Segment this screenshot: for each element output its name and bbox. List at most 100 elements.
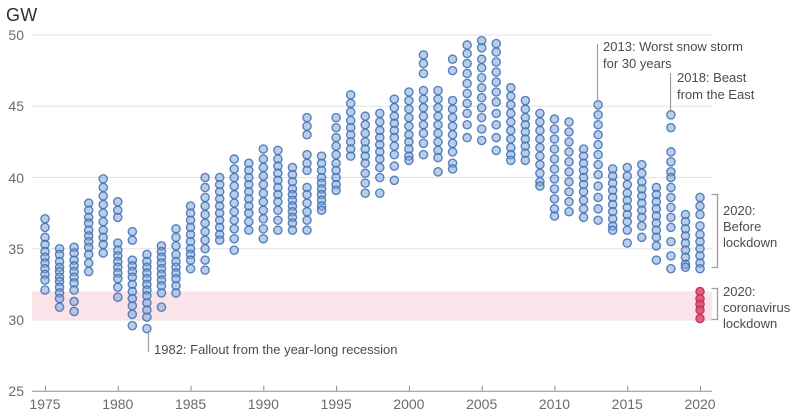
data-point-historic-1990: [258, 196, 269, 207]
data-point-historic-1981: [127, 300, 138, 311]
data-point-historic-2003: [447, 65, 458, 76]
data-point-historic-2007: [505, 91, 516, 102]
data-point-historic-1991: [273, 215, 283, 226]
data-point-historic-2001: [418, 128, 429, 139]
data-point-historic-1990: [258, 179, 269, 190]
data-point-historic-2004: [462, 132, 472, 143]
data-point-historic-1977: [69, 296, 79, 307]
data-point-historic-1986: [200, 192, 210, 203]
data-point-historic-1990: [258, 214, 269, 224]
data-point-historic-2013: [593, 204, 603, 214]
x-tick-label-1995: 1995: [320, 396, 352, 412]
data-point-historic-2016: [636, 212, 647, 223]
annotation-1982-recession: 1982: Fallout from the year-long recessi…: [154, 342, 398, 357]
data-point-historic-2004: [462, 48, 472, 59]
data-point-historic-1993: [302, 215, 312, 226]
data-point-historic-2010: [549, 164, 560, 174]
data-point-historic-1993: [302, 206, 312, 217]
data-point-historic-2011: [564, 117, 574, 127]
data-point-historic-2004: [462, 68, 472, 79]
data-point-historic-1979: [98, 248, 109, 258]
y-axis-unit-label: GW: [6, 5, 38, 25]
data-point-historic-2001: [418, 149, 429, 160]
data-point-historic-2018: [666, 212, 676, 223]
data-point-historic-1984: [171, 223, 181, 234]
data-point-historic-1980: [112, 282, 123, 293]
data-point-historic-2003: [447, 121, 458, 131]
data-point-historic-2010: [549, 154, 560, 164]
data-point-historic-2010: [549, 194, 560, 204]
data-point-historic-2001: [418, 111, 429, 122]
data-point-historic-2009: [535, 117, 545, 127]
data-point-lockdown_2020-2020: [695, 305, 705, 315]
data-point-historic-1990: [258, 233, 269, 244]
data-point-historic-2007: [505, 155, 516, 166]
data-point-historic-2009: [535, 142, 545, 153]
data-point-historic-2009: [535, 159, 545, 170]
data-point-historic-1998: [374, 108, 385, 119]
data-point-historic-1997: [360, 111, 371, 122]
data-point-historic-2000: [404, 155, 414, 166]
y-tick-label-25: 25: [8, 383, 24, 400]
data-point-historic-1979: [98, 199, 109, 210]
data-point-historic-2009: [535, 108, 545, 119]
data-point-historic-2001: [418, 102, 429, 113]
data-point-historic-1979: [98, 208, 109, 218]
data-point-historic-1975: [40, 275, 50, 285]
data-point-historic-2016: [636, 232, 647, 243]
data-point-historic-2005: [476, 112, 487, 123]
data-point-historic-2002: [433, 128, 443, 139]
y-tick-label-30: 30: [8, 312, 24, 328]
data-point-historic-1981: [127, 320, 138, 331]
data-point-historic-2018: [666, 147, 676, 157]
data-point-historic-2010: [549, 114, 560, 124]
data-point-historic-2000: [404, 87, 414, 97]
data-point-historic-1986: [200, 265, 210, 275]
data-point-historic-1986: [200, 182, 210, 193]
data-point-historic-1997: [360, 158, 371, 169]
data-point-historic-1986: [200, 235, 210, 245]
data-point-historic-1983: [156, 302, 167, 312]
data-point-historic-2003: [447, 164, 458, 174]
data-point-historic-1977: [69, 306, 79, 317]
data-point-historic-2018: [666, 202, 676, 213]
data-point-historic-1981: [127, 309, 138, 320]
data-point-historic-1993: [302, 121, 312, 131]
data-point-historic-1998: [374, 154, 385, 164]
y-tick-label-40: 40: [8, 169, 24, 186]
data-point-lockdown_2020-2020: [695, 313, 705, 324]
data-point-historic-2011: [564, 137, 574, 147]
data-point-historic-1980: [112, 292, 123, 303]
data-point-historic-2013: [593, 119, 603, 130]
data-point-historic-2006: [491, 108, 502, 119]
data-point-historic-2005: [476, 43, 487, 53]
data-point-historic-2006: [491, 57, 502, 67]
data-point-historic-2008: [520, 95, 531, 106]
data-point-historic-2001: [418, 94, 429, 104]
data-point-historic-1980: [112, 273, 123, 284]
data-point-historic-2005: [476, 124, 487, 134]
data-point-historic-2011: [564, 157, 574, 167]
data-point-historic-1995: [331, 185, 341, 196]
data-point-historic-1999: [389, 149, 400, 160]
data-point-historic-2000: [404, 121, 414, 131]
data-point-historic-2005: [476, 135, 487, 146]
data-point-historic-2007: [505, 82, 516, 93]
data-point-historic-1984: [171, 232, 181, 243]
data-point-historic-1994: [316, 205, 327, 216]
data-point-historic-2011: [564, 166, 574, 177]
data-point-historic-1995: [331, 141, 341, 151]
data-point-historic-2015: [622, 216, 633, 227]
data-point-historic-2011: [564, 147, 574, 157]
data-point-historic-2005: [476, 62, 487, 73]
annotation-2013-snow-storm: 2013: Worst snow storm for 30 years: [603, 39, 743, 71]
data-point-historic-1999: [389, 161, 400, 171]
data-point-historic-2012: [578, 195, 589, 206]
annotation-2018-beast-from-east: 2018: Beast from the East: [677, 70, 755, 102]
data-point-historic-1999: [389, 102, 400, 113]
data-point-historic-1979: [98, 239, 109, 250]
bracket-before-lockdown: [711, 193, 719, 269]
data-point-historic-2015: [622, 225, 633, 236]
data-point-historic-1991: [273, 205, 283, 216]
data-point-historic-1979: [98, 191, 109, 201]
